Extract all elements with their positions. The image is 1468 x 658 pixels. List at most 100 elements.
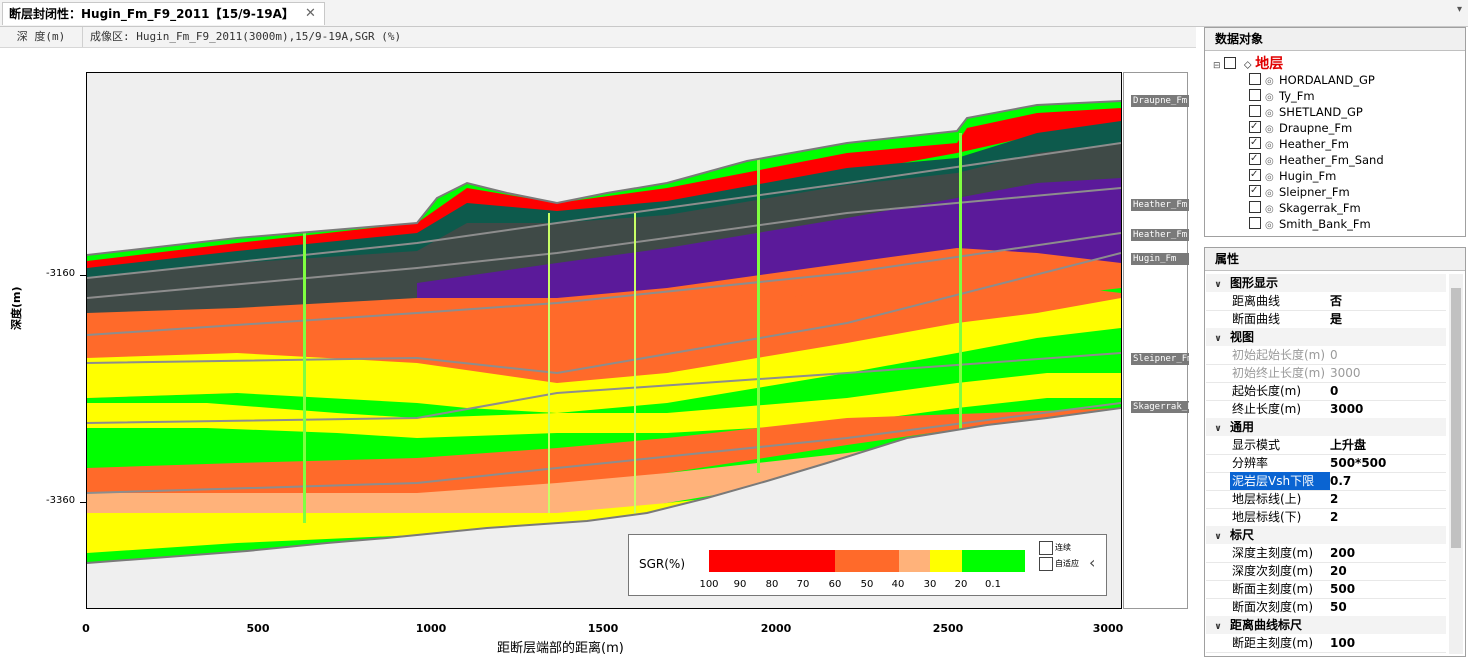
x-tick-label: 1000 xyxy=(415,622,447,635)
document-tab[interactable]: 断层封闭性：Hugin_Fm_F9_2011【15/9-19A】 ✕ xyxy=(2,2,325,25)
property-row[interactable]: 终止长度(m) 3000 xyxy=(1206,400,1446,419)
property-name: 断面主刻度(m) xyxy=(1232,582,1314,596)
chevron-down-icon[interactable]: ∨ xyxy=(1214,334,1222,344)
property-value[interactable]: 100 xyxy=(1330,636,1356,650)
property-group[interactable]: ∨ 距离曲线标尺 xyxy=(1206,616,1446,634)
property-group[interactable]: ∨ 通用 xyxy=(1206,418,1446,436)
property-value[interactable]: 3000 xyxy=(1330,402,1364,416)
property-row[interactable]: 距离曲线 否 xyxy=(1206,292,1446,311)
visibility-icon[interactable]: ◎ xyxy=(1265,140,1274,151)
visibility-icon[interactable]: ◎ xyxy=(1265,92,1274,103)
tree-item[interactable]: ◎ Heather_Fm xyxy=(1249,135,1349,152)
item-checkbox[interactable] xyxy=(1249,89,1261,101)
visibility-icon[interactable]: ◎ xyxy=(1265,204,1274,215)
tree-item[interactable]: ◎ Smith_Bank_Fm xyxy=(1249,216,1371,232)
property-row[interactable]: 分辨率 500*500 xyxy=(1206,454,1446,473)
continuous-label: 连续 xyxy=(1055,543,1071,552)
item-checkbox[interactable] xyxy=(1249,105,1261,117)
property-row[interactable]: 地层标线(下) 2 xyxy=(1206,508,1446,527)
visibility-icon[interactable]: ◎ xyxy=(1265,156,1274,167)
legend-tick: 40 xyxy=(891,579,905,590)
property-value[interactable]: 50 xyxy=(1330,600,1347,614)
property-group[interactable]: ∨ 视图 xyxy=(1206,328,1446,346)
property-value[interactable]: 2 xyxy=(1330,510,1339,524)
item-checkbox[interactable] xyxy=(1249,135,1261,151)
property-row[interactable]: 初始起始长度(m) 0 xyxy=(1206,346,1446,365)
property-group[interactable]: ∨ 标尺 xyxy=(1206,526,1446,544)
tree-item[interactable]: ◎ Heather_Fm_Sand xyxy=(1249,151,1384,168)
chevron-down-icon[interactable]: ▾ xyxy=(1456,4,1462,15)
item-checkbox[interactable] xyxy=(1249,201,1261,213)
tree-item[interactable]: ◎ Skagerrak_Fm xyxy=(1249,200,1361,216)
visibility-icon[interactable]: ◎ xyxy=(1265,188,1274,199)
tree-item[interactable]: ◎ Ty_Fm xyxy=(1249,88,1315,104)
item-checkbox[interactable] xyxy=(1249,217,1261,229)
property-row[interactable]: 地层标线(上) 2 xyxy=(1206,490,1446,509)
property-value[interactable]: 200 xyxy=(1330,546,1356,560)
property-row[interactable]: 深度主刻度(m) 200 xyxy=(1206,544,1446,563)
visibility-icon[interactable]: ◎ xyxy=(1265,108,1274,119)
property-row[interactable]: 泥岩层Vsh下限 0.7 xyxy=(1206,472,1446,491)
close-icon[interactable]: ✕ xyxy=(304,6,316,21)
property-row[interactable]: 显示模式 上升盘 xyxy=(1206,436,1446,455)
item-checkbox[interactable] xyxy=(1249,151,1261,167)
property-value[interactable]: 上升盘 xyxy=(1330,438,1367,452)
property-row[interactable]: 断距主刻度(m) 100 xyxy=(1206,634,1446,653)
property-row[interactable]: 断面曲线 是 xyxy=(1206,310,1446,329)
property-value[interactable]: 0.7 xyxy=(1330,474,1352,488)
item-checkbox[interactable] xyxy=(1249,73,1261,85)
visibility-icon[interactable]: ◎ xyxy=(1265,124,1274,135)
property-name: 深度次刻度(m) xyxy=(1232,564,1314,578)
legend-tick: 50 xyxy=(860,579,874,590)
tree-item-label: Heather_Fm_Sand xyxy=(1279,153,1384,167)
property-row[interactable]: 深度次刻度(m) 20 xyxy=(1206,562,1446,581)
group-label: 通用 xyxy=(1230,420,1255,434)
property-value[interactable]: 0 xyxy=(1330,384,1339,398)
adaptive-checkbox[interactable] xyxy=(1039,557,1053,571)
visibility-icon[interactable]: ◎ xyxy=(1265,220,1274,231)
property-value[interactable]: 是 xyxy=(1330,312,1343,326)
property-name: 初始终止长度(m) xyxy=(1232,366,1326,380)
chevron-down-icon[interactable]: ∨ xyxy=(1214,622,1222,632)
x-tick-label: 3000 xyxy=(1092,622,1124,635)
property-name: 泥岩层Vsh下限 xyxy=(1230,472,1330,490)
chevron-down-icon[interactable]: ∨ xyxy=(1214,280,1222,290)
continuous-checkbox[interactable] xyxy=(1039,541,1053,555)
tree-root-formation[interactable]: ⊟ ⬦ 地层 xyxy=(1213,56,1283,72)
property-value[interactable]: 2 xyxy=(1330,492,1339,506)
chevron-left-icon[interactable]: ‹ xyxy=(1089,553,1096,572)
property-row[interactable]: 断面次刻度(m) 50 xyxy=(1206,598,1446,617)
property-value[interactable]: 500*500 xyxy=(1330,456,1387,470)
visibility-icon[interactable]: ◎ xyxy=(1265,76,1274,87)
property-value[interactable]: 20 xyxy=(1330,564,1347,578)
tree-item-label: Skagerrak_Fm xyxy=(1279,201,1361,215)
tree-item-label: Ty_Fm xyxy=(1279,89,1315,103)
property-row[interactable]: 初始终止长度(m) 3000 xyxy=(1206,364,1446,383)
properties-scrollbar[interactable] xyxy=(1449,274,1463,654)
property-value[interactable]: 0 xyxy=(1330,348,1338,362)
property-value[interactable]: 否 xyxy=(1330,294,1343,308)
tree-item[interactable]: ◎ SHETLAND_GP xyxy=(1249,104,1363,120)
scrollbar-thumb[interactable] xyxy=(1451,288,1461,548)
tree-item[interactable]: ◎ Sleipner_Fm xyxy=(1249,183,1350,200)
property-value[interactable]: 3000 xyxy=(1330,366,1361,380)
property-group[interactable]: ∨ 图形显示 xyxy=(1206,274,1446,292)
chevron-down-icon[interactable]: ∨ xyxy=(1214,424,1222,434)
collapse-icon[interactable]: ⊟ xyxy=(1213,61,1221,71)
visibility-icon[interactable]: ◎ xyxy=(1265,172,1274,183)
item-checkbox[interactable] xyxy=(1249,167,1261,183)
fault-plane-sgr-image[interactable] xyxy=(86,72,1122,609)
tree-item[interactable]: ◎ Hugin_Fm xyxy=(1249,167,1336,184)
item-checkbox[interactable] xyxy=(1249,119,1261,135)
tree-item[interactable]: ◎ HORDALAND_GP xyxy=(1249,72,1375,88)
tab-bar: 断层封闭性：Hugin_Fm_F9_2011【15/9-19A】 ✕ ▾ xyxy=(0,0,1468,27)
tree-item[interactable]: ◎ Draupne_Fm xyxy=(1249,119,1352,136)
y-tick-mark xyxy=(80,275,86,276)
property-row[interactable]: 起始长度(m) 0 xyxy=(1206,382,1446,401)
chevron-down-icon[interactable]: ∨ xyxy=(1214,532,1222,542)
property-row[interactable]: 断面主刻度(m) 500 xyxy=(1206,580,1446,599)
property-name: 起始长度(m) xyxy=(1232,384,1302,398)
root-checkbox[interactable] xyxy=(1224,57,1237,69)
property-value[interactable]: 500 xyxy=(1330,582,1356,596)
item-checkbox[interactable] xyxy=(1249,183,1261,199)
